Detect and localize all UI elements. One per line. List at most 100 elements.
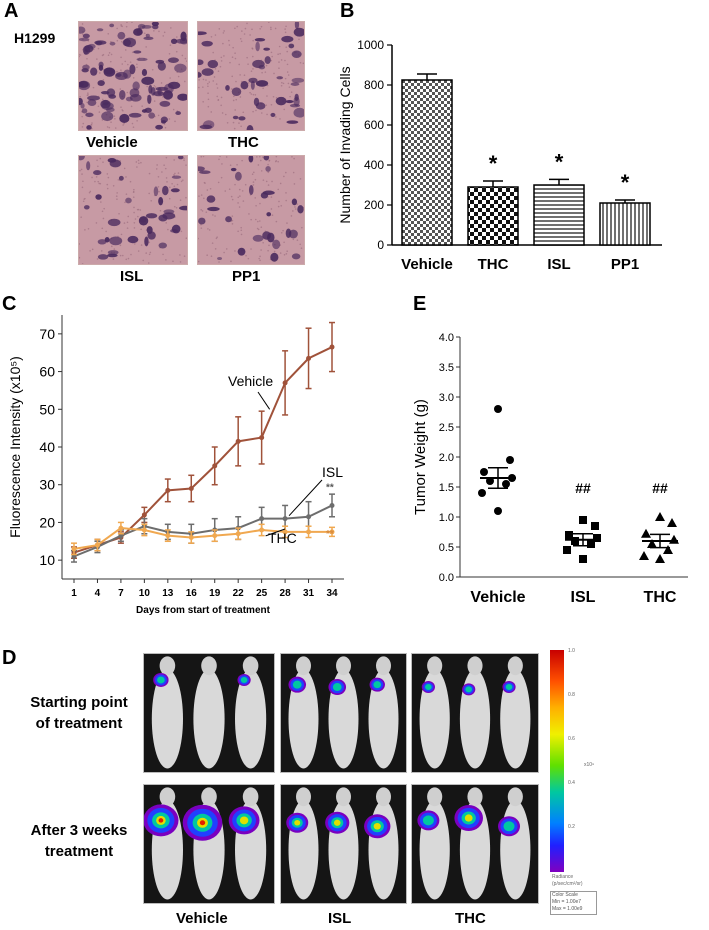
membrane-pore <box>169 77 171 79</box>
invading-cell <box>129 64 136 75</box>
membrane-pore <box>214 34 217 36</box>
membrane-pore <box>202 86 204 88</box>
membrane-pore <box>216 87 219 89</box>
membrane-pore <box>179 254 181 256</box>
invading-cell <box>125 96 133 102</box>
membrane-pore <box>285 25 287 28</box>
membrane-pore <box>290 215 293 217</box>
membrane-pore <box>146 85 148 88</box>
membrane-pore <box>279 252 282 254</box>
invading-cell <box>198 166 205 172</box>
imaging-vehicle-start <box>143 653 275 773</box>
y-tick-label: 400 <box>364 158 384 172</box>
membrane-pore <box>185 196 187 199</box>
membrane-pore <box>229 61 231 64</box>
x-tick-label: 16 <box>186 588 198 599</box>
membrane-pore <box>79 55 80 58</box>
membrane-pore <box>118 212 120 215</box>
membrane-pore <box>277 205 280 208</box>
membrane-pore <box>147 262 150 264</box>
signal-hot <box>294 819 301 826</box>
data-point-isl <box>591 522 599 530</box>
data-point-thc <box>212 533 218 539</box>
membrane-pore <box>283 175 285 178</box>
membrane-pore <box>169 44 172 46</box>
invading-cell <box>95 40 103 46</box>
signal-inner <box>240 676 248 683</box>
membrane-pore <box>293 157 295 160</box>
membrane-pore <box>139 209 142 211</box>
invading-cell <box>262 231 272 240</box>
invading-cell <box>118 175 124 181</box>
membrane-pore <box>257 164 260 166</box>
data-point-thc <box>639 551 649 560</box>
bar-thc <box>467 186 519 246</box>
invading-cell <box>146 226 153 235</box>
x-tick-label: 22 <box>233 588 245 599</box>
invading-cell <box>107 250 119 255</box>
annotation-arrow-thc <box>265 528 286 537</box>
membrane-pore <box>244 27 247 30</box>
membrane-pore <box>262 241 264 244</box>
membrane-pore <box>283 254 286 256</box>
membrane-pore <box>185 237 187 239</box>
data-point-vehicle <box>506 456 514 464</box>
invading-cell <box>84 44 94 53</box>
membrane-pore <box>212 80 215 82</box>
membrane-pore <box>242 111 245 114</box>
invading-cell <box>201 40 213 47</box>
membrane-pore <box>254 94 257 96</box>
invading-cell <box>148 84 153 94</box>
signal-inner <box>422 815 434 826</box>
membrane-pore <box>198 237 199 240</box>
invading-cell <box>136 27 143 36</box>
data-point-vehicle <box>259 435 265 441</box>
mouse-body <box>459 669 491 769</box>
membrane-pore <box>136 119 138 122</box>
panel-c-letter: C <box>2 293 17 315</box>
invading-cell <box>79 26 86 34</box>
membrane-pore <box>202 78 205 81</box>
cb-tick-08: 0.8 <box>568 692 575 698</box>
membrane-pore <box>267 22 270 24</box>
membrane-pore <box>260 25 263 28</box>
data-point-thc <box>306 529 312 535</box>
membrane-pore <box>198 260 200 263</box>
membrane-pore <box>286 250 288 253</box>
membrane-pore <box>237 196 240 199</box>
membrane-pore <box>175 207 178 209</box>
membrane-pore <box>214 215 216 217</box>
invading-cell <box>248 184 254 195</box>
invading-cell <box>272 239 281 250</box>
membrane-pore <box>270 51 273 54</box>
membrane-pore <box>177 75 180 78</box>
x-tick-label: 34 <box>326 588 338 599</box>
membrane-pore <box>254 218 257 221</box>
membrane-pore <box>137 208 140 211</box>
membrane-pore <box>124 49 127 51</box>
membrane-pore <box>211 242 214 244</box>
membrane-pore <box>221 112 224 114</box>
membrane-pore <box>148 192 150 195</box>
membrane-pore <box>252 184 255 186</box>
membrane-pore <box>267 171 270 174</box>
membrane-pore <box>126 221 129 224</box>
signal-hot <box>464 814 473 822</box>
membrane-pore <box>205 211 208 213</box>
membrane-pore <box>136 166 138 168</box>
data-point-thc <box>663 545 673 554</box>
imaging-isl-start <box>280 653 407 773</box>
membrane-pore <box>86 101 88 104</box>
invading-cell <box>240 81 249 90</box>
membrane-pore <box>231 223 234 225</box>
x-tick-label-isl: ISL <box>547 256 570 273</box>
membrane-pore <box>81 33 84 36</box>
membrane-pore <box>238 63 241 66</box>
membrane-pore <box>285 192 287 194</box>
membrane-pore <box>151 68 154 71</box>
mouse-head <box>296 787 311 807</box>
membrane-pore <box>181 54 184 57</box>
membrane-pore <box>92 86 95 89</box>
signal-hot <box>373 822 381 830</box>
x-tick-label: 10 <box>139 588 151 599</box>
